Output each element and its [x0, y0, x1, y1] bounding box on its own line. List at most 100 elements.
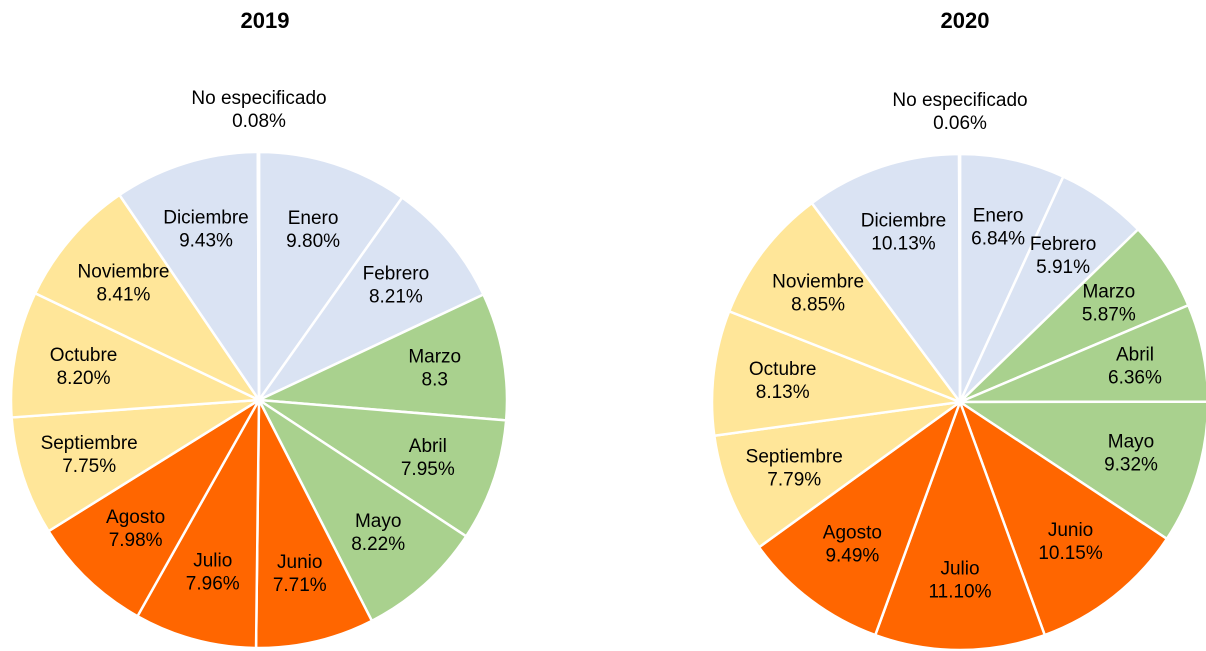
slice-value: 7.95% — [401, 459, 455, 480]
slice-label: Febrero 8.21% — [363, 263, 430, 307]
pie-slice — [712, 400, 961, 550]
slice-label: Noviembre 8.85% — [772, 272, 864, 316]
slice-value: 7.79% — [767, 469, 821, 490]
slice-value: 7.96% — [186, 573, 240, 594]
slice-label: Octubre 8.13% — [749, 359, 817, 403]
slice-category: Agosto — [823, 523, 882, 544]
slice-label: Abril 7.95% — [401, 436, 455, 480]
pie-slice — [957, 398, 1169, 637]
pie-slice — [873, 398, 1047, 651]
slice-value: 6.84% — [971, 229, 1025, 250]
slice-label: Noviembre 8.41% — [78, 262, 170, 306]
slice-value: 0.08% — [232, 111, 286, 132]
slice-label: Mayo 9.32% — [1104, 431, 1158, 475]
pie-slice — [257, 150, 404, 404]
slice-value: 0.06% — [933, 113, 987, 134]
slice-value: 8.22% — [351, 534, 405, 555]
slice-value: 10.15% — [1038, 543, 1103, 564]
slice-label: No especificado 0.06% — [892, 90, 1027, 134]
slice-label: Julio 7.96% — [186, 550, 240, 594]
slice-value: 7.98% — [109, 530, 163, 551]
pie-slice — [33, 193, 263, 404]
pie-slice — [255, 195, 486, 404]
slice-category: Diciembre — [861, 211, 947, 232]
slice-value: 7.75% — [62, 456, 116, 477]
slice-label: Octubre 8.20% — [50, 345, 118, 389]
slice-value: 9.80% — [286, 231, 340, 252]
pie-slice — [955, 400, 1206, 541]
pie-slice — [254, 399, 374, 650]
slice-category: Junio — [277, 552, 322, 573]
slice-value: 8.21% — [369, 286, 423, 307]
slice-value: 5.91% — [1036, 257, 1090, 278]
pie-slice — [958, 152, 1065, 403]
slice-value: 6.36% — [1108, 367, 1162, 388]
slice-value: 11.10% — [928, 582, 991, 603]
slice-category: Mayo — [1108, 431, 1154, 452]
pie-slice — [959, 303, 1206, 404]
chart-title: 2020 — [941, 8, 990, 33]
slice-category: Diciembre — [163, 207, 249, 228]
chart-title: 2019 — [241, 8, 290, 33]
slice-value: 8.41% — [97, 285, 151, 306]
slice-category: Febrero — [1030, 234, 1097, 255]
slice-category: Abril — [1116, 344, 1154, 365]
slice-category: Enero — [973, 206, 1024, 227]
slice-label: Enero 6.84% — [971, 206, 1025, 250]
slice-category: No especificado — [191, 88, 326, 109]
pie-slice — [256, 150, 261, 401]
slice-category: Noviembre — [772, 272, 864, 293]
slice-label: Agosto 9.49% — [823, 523, 882, 567]
slice-category: Julio — [940, 559, 979, 580]
slice-category: Noviembre — [78, 262, 170, 283]
pie-slice — [258, 398, 508, 539]
slice-category: Julio — [193, 550, 232, 571]
pie-slice — [9, 291, 264, 419]
pie-slice — [135, 399, 261, 650]
slice-label: No especificado 0.08% — [191, 88, 326, 132]
slice-label: Diciembre 10.13% — [861, 211, 947, 255]
pie-slice — [957, 152, 962, 403]
slice-value: 5.87% — [1082, 304, 1136, 325]
slice-label: Abril 6.36% — [1108, 344, 1162, 388]
slice-value: 8.85% — [791, 295, 845, 316]
pie-slice — [46, 398, 261, 618]
slice-label: Marzo 8.3 — [408, 346, 461, 390]
slice-label: Julio 11.10% — [928, 559, 991, 603]
slice-value: 10.13% — [871, 234, 936, 255]
slice-value: 8.13% — [756, 382, 810, 403]
slice-category: Septiembre — [746, 446, 843, 467]
slice-label: Septiembre 7.79% — [746, 446, 843, 490]
slice-value: 8.3 — [422, 369, 448, 390]
pie-slice — [810, 152, 962, 406]
pie-slice — [255, 396, 468, 623]
slice-category: No especificado — [892, 90, 1027, 111]
slice-label: Junio 7.71% — [273, 552, 327, 596]
slice-category: Octubre — [749, 359, 817, 380]
slice-label: Marzo 5.87% — [1082, 281, 1136, 325]
slice-value: 9.49% — [825, 546, 879, 567]
slice-label: Febrero 5.91% — [1030, 234, 1097, 278]
slice-category: Junio — [1048, 520, 1093, 541]
pie-slice — [117, 150, 261, 405]
pie-slice — [757, 398, 963, 637]
pie-slice — [10, 398, 260, 533]
slice-category: Marzo — [408, 346, 461, 367]
slice-value: 9.43% — [179, 230, 233, 251]
pie-slice — [254, 292, 509, 422]
slice-value: 7.71% — [273, 575, 327, 596]
slice-category: Octubre — [50, 345, 118, 366]
pie-slice — [727, 201, 964, 405]
slice-category: Septiembre — [41, 433, 138, 454]
pie-slice — [710, 309, 965, 438]
slice-category: Marzo — [1082, 281, 1135, 302]
slice-value: 9.32% — [1104, 454, 1158, 475]
slice-category: Febrero — [363, 263, 430, 284]
slice-category: Agosto — [106, 507, 165, 528]
slice-label: Mayo 8.22% — [351, 511, 405, 555]
slice-category: Mayo — [355, 511, 401, 532]
slice-label: Junio 10.15% — [1038, 520, 1103, 564]
slice-category: Enero — [288, 208, 339, 229]
slice-label: Enero 9.80% — [286, 208, 340, 252]
